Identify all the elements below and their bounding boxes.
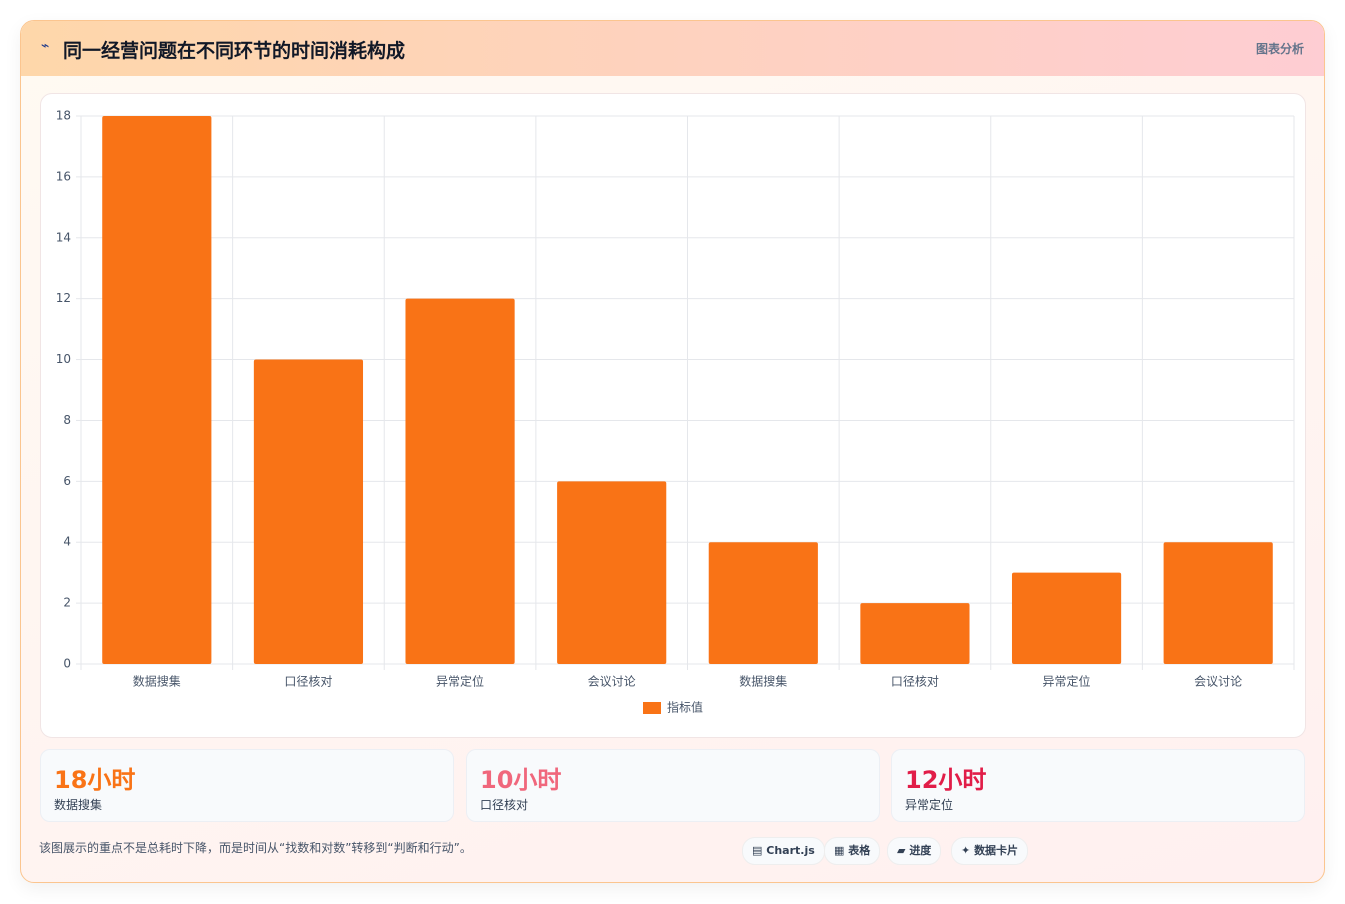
x-tick-label: 会议讨论 — [1194, 675, 1242, 689]
x-tick-label: 异常定位 — [436, 674, 484, 689]
chip[interactable]: ▦ 表格 — [824, 837, 881, 865]
y-tick-label: 14 — [56, 230, 71, 244]
chip-label: Chart.js — [766, 844, 815, 857]
x-tick-label: 口径核对 — [284, 675, 332, 689]
y-tick-label: 12 — [56, 291, 71, 305]
chip-label: 数据卡片 — [974, 844, 1019, 857]
y-tick-label: 0 — [63, 657, 71, 671]
stat-label: 数据搜集 — [54, 798, 103, 812]
bar — [1011, 572, 1122, 664]
chip-icon: ▤ — [752, 844, 763, 857]
title: 同一经营问题在不同环节的时间消耗构成 — [63, 40, 406, 62]
bar — [405, 298, 515, 664]
stat-card: 10小时 口径核对 — [466, 749, 880, 822]
chip-label: 表格 — [848, 844, 871, 857]
y-tick-label: 10 — [56, 352, 71, 366]
stat-label: 口径核对 — [480, 798, 529, 812]
chip-label: 进度 — [909, 844, 932, 857]
chart: 0 2 4 6 8 10 12 14 16 18 数据搜集 口径核对 异常定位 会议讨论 数据搜集 口径核对 异… — [56, 109, 1295, 715]
stat-value: 12小时 — [905, 766, 987, 794]
tag: 图表分析 — [1255, 42, 1304, 56]
chip-icon: ▦ — [834, 844, 845, 857]
chip[interactable]: ▰ 进度 — [887, 837, 942, 865]
chip[interactable]: ✦ 数据卡片 — [951, 837, 1029, 865]
y-tick-label: 4 — [63, 535, 71, 549]
stat-card: 12小时 异常定位 — [891, 749, 1305, 822]
y-tick-label: 8 — [63, 413, 71, 427]
header: ⌁ 同一经营问题在不同环节的时间消耗构成 图表分析 — [21, 21, 1324, 76]
y-tick-label: 18 — [56, 109, 71, 123]
bar — [102, 116, 212, 664]
chip-icon: ▰ — [897, 844, 906, 857]
y-tick-label: 6 — [63, 474, 71, 488]
legend-label: 指标值 — [667, 700, 703, 715]
header-icon: ⌁ — [41, 38, 50, 54]
x-tick-label: 数据搜集 — [133, 674, 181, 689]
x-tick-label: 口径核对 — [891, 675, 939, 689]
x-tick-label: 异常定位 — [1043, 674, 1091, 689]
y-tick-label: 16 — [56, 169, 71, 183]
x-tick-label: 数据搜集 — [739, 674, 787, 689]
bar — [1163, 542, 1273, 664]
legend-swatch — [643, 702, 661, 714]
footer-note: 该图展示的重点不是总耗时下降，而是时间从“找数和对数”转移到“判断和行动”。 — [39, 841, 472, 855]
bar — [557, 481, 667, 664]
chip[interactable]: ▤ Chart.js — [742, 837, 825, 865]
bar — [708, 542, 818, 664]
stat-value: 18小时 — [54, 766, 136, 794]
stat-value: 10小时 — [480, 766, 562, 794]
x-tick-label: 会议讨论 — [588, 675, 636, 689]
chip-icon: ✦ — [961, 844, 971, 857]
bar — [860, 603, 970, 664]
chart-panel: 0 2 4 6 8 10 12 14 16 18 数据搜集 口径核对 异常定位 会议讨论 数据搜集 口径核对 异… — [40, 93, 1306, 738]
card: ⌁ 同一经营问题在不同环节的时间消耗构成 图表分析 0 2 4 6 8 10 12 14 16 1… — [20, 20, 1325, 883]
stat-card: 18小时 数据搜集 — [40, 749, 454, 822]
bar — [253, 359, 364, 664]
stat-label: 异常定位 — [905, 798, 954, 812]
y-tick-label: 2 — [63, 596, 71, 610]
